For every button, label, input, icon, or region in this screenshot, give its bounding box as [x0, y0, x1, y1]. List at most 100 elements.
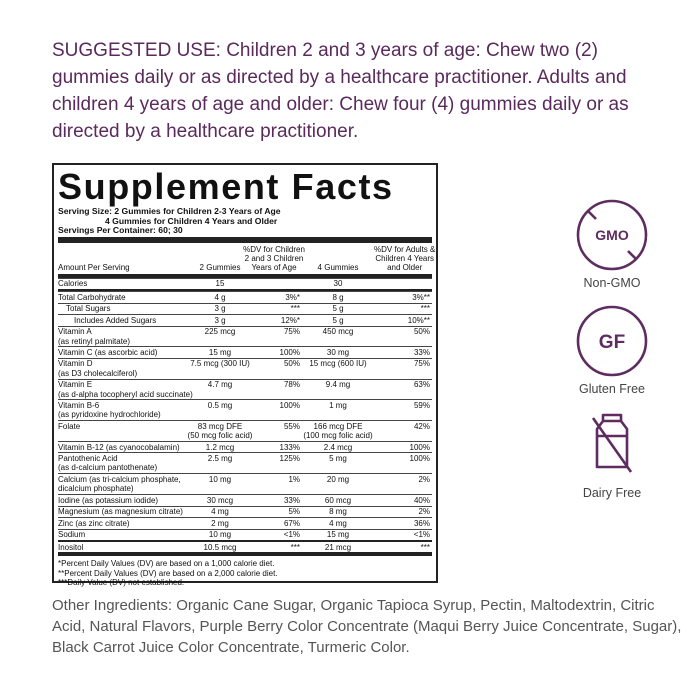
- cell-line: Years of Age: [251, 263, 297, 273]
- cell-dv-2: 12%*: [248, 316, 302, 325]
- cell-dv-2: 67%: [248, 519, 302, 528]
- cell-line: 2 mg: [211, 518, 229, 528]
- cell-amount-4: 4 mg: [302, 519, 374, 528]
- cell-amount-4: 30 mg: [302, 348, 374, 357]
- cell-line: 15 mcg (600 IU): [309, 359, 367, 369]
- cell-name: Total Carbohydrate: [58, 293, 192, 302]
- cell-amount-4: 4 Gummies: [302, 263, 374, 272]
- cell-amount-4: 5 g: [302, 304, 374, 313]
- cell-line: 2.5 mg: [207, 454, 233, 464]
- cell-name: Calcium (as tri-calcium phosphate, dicalc…: [58, 475, 192, 494]
- cell-amount-4: 166 mcg DFE (100 mcg folic acid): [302, 422, 374, 441]
- cell-line: 0.5 mg: [207, 401, 233, 411]
- cell-line: 15 mg: [208, 347, 232, 357]
- cell-name: Vitamin B-12 (as cyanocobalamin): [58, 443, 192, 452]
- footnote: *Percent Daily Values (DV) are based on …: [58, 559, 275, 569]
- cell-line: Pantothenic Acid: [58, 454, 118, 464]
- cell-text: ***: [290, 304, 300, 314]
- cell-text: 2 Gummies: [199, 263, 241, 273]
- fact-row: Vitamin B-12 (as cyanocobalamin) 1.2 mcg 1…: [58, 441, 432, 452]
- badge-label: Non-GMO: [584, 276, 641, 290]
- cell-line: 8 mg: [329, 507, 347, 517]
- cell-amount-4: 30: [302, 279, 374, 288]
- cell-line: dicalcium phosphate): [58, 484, 134, 494]
- cell-line: (as pyridoxine hydrochloride): [58, 410, 161, 420]
- cell-line: Total Carbohydrate: [58, 292, 126, 302]
- cell-line: Children 4 Years: [375, 254, 435, 264]
- cell-dv-2: 125%: [248, 454, 302, 463]
- cell-line: 5 g: [332, 315, 344, 325]
- cell-line: 83 mcg DFE: [197, 421, 243, 431]
- servings-per-container: Servings Per Container: 60; 30: [58, 225, 183, 236]
- badge-icon-text: GF: [599, 332, 625, 353]
- cell-amount-2: 10 mg: [192, 530, 248, 539]
- cell-dv-2: 75%: [248, 327, 302, 336]
- cell-line: Calories: [58, 279, 88, 289]
- cell-line: 10 mg: [208, 530, 232, 540]
- cell-amount-4: 450 mcg: [302, 327, 374, 336]
- non-gmo-icon: [576, 199, 648, 271]
- cell-amount-4: 9.4 mg: [302, 380, 374, 389]
- cell-line: 2.4 mcg: [323, 442, 353, 452]
- cell-amount-2: 30 mcg: [192, 496, 248, 505]
- cell-dv-4: 50%: [374, 327, 432, 336]
- serving-size: 4 Gummies for Children 4 Years and Older: [105, 215, 278, 226]
- other-ingredients: Other Ingredients: Organic Cane Sugar, O…: [52, 597, 682, 656]
- cell-text: 3%**: [412, 292, 430, 302]
- cell-line: 7.5 mcg (300 IU): [190, 359, 250, 369]
- cell-text: <1%: [283, 530, 300, 540]
- cell-line: 1.2 mcg: [205, 442, 235, 452]
- cell-dv-4: %DV for Adults & Children 4 Years and Olde…: [374, 245, 437, 273]
- cell-text: 100%: [279, 347, 300, 357]
- cell-line: Vitamin B-6: [58, 401, 100, 411]
- footnote: ***Daily Value (DV) not established.: [58, 578, 185, 588]
- cell-amount-2: 15: [192, 279, 248, 288]
- fact-row: Total Sugars 3 g *** 5 g ***: [58, 302, 432, 314]
- cell-amount-4: 5 mg: [302, 454, 374, 463]
- serving-info: Serving Size: 2 Gummies for Children 2-3…: [58, 206, 432, 243]
- gluten-free-icon: [576, 305, 648, 377]
- cell-line: Vitamin B-12 (as cyanocobalamin): [58, 442, 180, 452]
- cell-amount-2: 7.5 mcg (300 IU): [190, 359, 250, 369]
- cell-line: (50 mcg folic acid): [187, 431, 253, 441]
- fact-row: Vitamin D (as D3 cholecalciferol) 7.5 mcg …: [58, 357, 432, 379]
- cell-dv-4: 75%: [374, 359, 432, 368]
- cell-line: 4 mg: [211, 507, 229, 517]
- cell-name: Includes Added Sugars: [58, 316, 192, 325]
- cell-dv-2: 3%*: [248, 293, 302, 302]
- cell-line: 20 mg: [326, 474, 350, 484]
- fact-row: Total Carbohydrate 4 g 3%* 8 g 3%**: [58, 291, 432, 302]
- cell-line: 21 mcg: [324, 542, 352, 552]
- cell-dv-2: 133%: [248, 443, 302, 452]
- fact-row: Folate 83 mcg DFE (50 mcg folic acid) 55% 16…: [58, 420, 432, 441]
- cell-text: 100%: [409, 454, 430, 464]
- cell-amount-2: 10 mg: [192, 475, 248, 484]
- cell-amount-4: 8 mg: [302, 507, 374, 516]
- cell-line: Folate: [58, 421, 81, 431]
- cell-dv-4: 40%: [374, 496, 432, 505]
- cell-amount-2: 225 mcg: [192, 327, 248, 336]
- cell-line: 8 g: [332, 292, 344, 302]
- cell-line: 60 mcg: [324, 495, 352, 505]
- cell-dv-2: 78%: [248, 380, 302, 389]
- cell-line: 10.5 mcg: [203, 542, 237, 552]
- cell-amount-2: 0.5 mg: [192, 401, 248, 410]
- cell-text: 55%: [283, 421, 300, 431]
- cell-dv-2: 100%: [248, 401, 302, 410]
- cell-text: ***: [290, 542, 300, 552]
- cell-name: Vitamin B-6 (as pyridoxine hydrochloride): [58, 401, 192, 420]
- badge-label: Gluten Free: [579, 382, 645, 396]
- cell-text: 78%: [283, 380, 300, 390]
- cell-line: Sodium: [58, 530, 86, 540]
- cell-amount-2: 3 g: [192, 316, 248, 325]
- cell-amount-2: 1.2 mcg: [192, 443, 248, 452]
- fact-row: Calories 15 30: [58, 277, 432, 292]
- cell-text: 2%: [418, 507, 430, 517]
- cell-text: 3%*: [285, 292, 300, 302]
- cell-name: Magnesium (as magnesium citrate): [58, 507, 192, 516]
- cell-line: 15 mg: [326, 530, 350, 540]
- cell-line: 10 mg: [208, 474, 232, 484]
- cell-line: (as d-calcium pantothenate): [58, 463, 158, 473]
- cell-text: 125%: [279, 454, 300, 464]
- cell-dv-2: ***: [248, 304, 302, 313]
